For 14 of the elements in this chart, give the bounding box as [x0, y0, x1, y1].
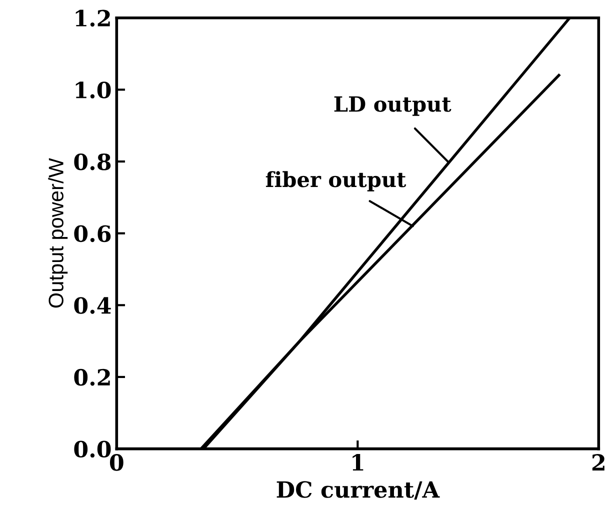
y-axis-title: Output power/W	[48, 158, 68, 308]
y-tick-label: 0.6	[74, 225, 111, 242]
y-tick-label: 1.2	[76, 10, 110, 27]
y-tick-label: 0.2	[74, 368, 110, 386]
x-tick-label: 1	[352, 454, 364, 471]
y-tick-label: 0.0	[74, 440, 111, 458]
annotation: fiber output	[266, 171, 406, 192]
y-tick-label: 0.8	[74, 153, 111, 170]
annotation: LD output	[334, 96, 452, 116]
x-axis-title: DC current/A	[276, 481, 440, 500]
y-tick-label: 0.4	[74, 297, 111, 314]
y-tick-label: 1.0	[76, 82, 111, 98]
x-tick-label: 0	[110, 454, 124, 471]
x-tick-label: 2	[592, 454, 604, 471]
